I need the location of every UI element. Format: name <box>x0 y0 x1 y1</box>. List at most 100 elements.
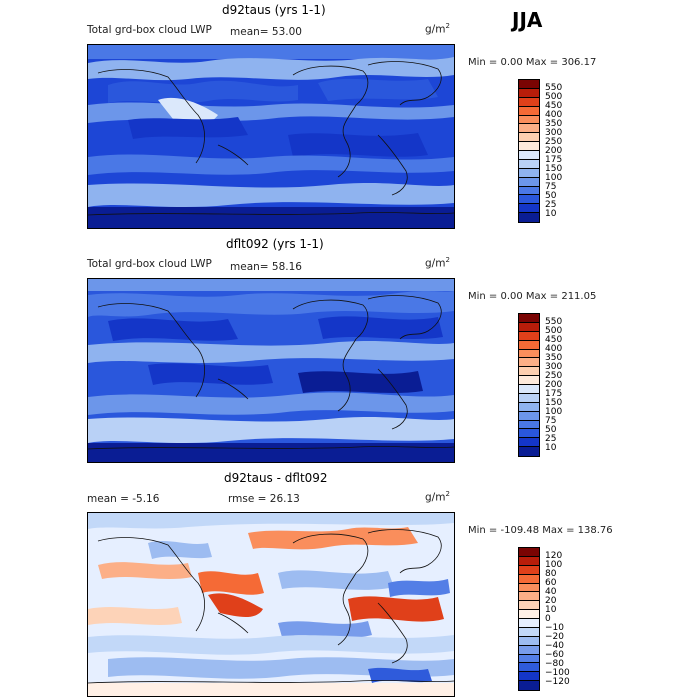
panel-2-colorbar-swatch <box>519 402 539 412</box>
colorbar-tick-label: 75 <box>545 182 557 192</box>
panel-2-colorbar-swatch <box>519 367 539 377</box>
panel-2-units-exp: 2 <box>445 256 450 264</box>
colorbar-tick-label: 350 <box>545 119 563 129</box>
colorbar-tick-label: 0 <box>545 614 551 624</box>
panel-2-minmax: Min = 0.00 Max = 211.05 <box>468 291 597 302</box>
season-label: JJA <box>512 8 543 32</box>
colorbar-tick-label: 80 <box>545 569 557 579</box>
panel-3-colorbar-swatch <box>519 627 539 637</box>
panel-2-colorbar-swatch <box>519 314 539 323</box>
panel-3-colorbar-swatch <box>519 681 539 690</box>
colorbar-tick-label: 75 <box>545 416 557 426</box>
panel-1-colorbar-swatch <box>519 159 539 169</box>
panel-1-colorbar-swatch <box>519 151 539 160</box>
panel-3-map-field <box>88 513 454 696</box>
panel-3-colorbar-swatch <box>519 654 539 664</box>
colorbar-tick-label: 10 <box>545 443 557 453</box>
panel-1-colorbar-swatch <box>519 80 539 89</box>
colorbar-tick-label: 150 <box>545 398 563 408</box>
colorbar-tick-label: 350 <box>545 353 563 363</box>
panel-3-minmax: Min = -109.48 Max = 138.76 <box>468 525 613 536</box>
panel-1-colorbar-swatch <box>519 124 539 134</box>
colorbar-tick-label: −100 <box>545 668 570 678</box>
panel-3-mean: mean = -5.16 <box>87 493 160 505</box>
panel-3-colorbar-swatch <box>519 663 539 673</box>
colorbar-tick-label: 120 <box>545 551 563 561</box>
panel-1-mean: mean= 53.00 <box>230 26 302 38</box>
panel-1-colorbar-swatch <box>519 177 539 187</box>
panel-1-colorbar-swatch <box>519 168 539 178</box>
panel-3-colorbar <box>518 547 540 691</box>
colorbar-tick-label: 20 <box>545 596 557 606</box>
colorbar-tick-label: 450 <box>545 335 563 345</box>
colorbar-tick-label: 100 <box>545 173 563 183</box>
panel-3-colorbar-swatch <box>519 619 539 628</box>
panel-1-units-base: g/m <box>425 23 446 36</box>
colorbar-tick-label: 10 <box>545 605 557 615</box>
panel-1-colorbar-swatch <box>519 204 539 214</box>
panel-1-title: d92taus (yrs 1-1) <box>222 3 326 17</box>
panel-2-units-base: g/m <box>425 257 446 270</box>
colorbar-tick-label: 200 <box>545 146 563 156</box>
panel-1-colorbar-swatch <box>519 195 539 205</box>
colorbar-tick-label: −60 <box>545 650 564 660</box>
panel-2-colorbar-swatch <box>519 438 539 448</box>
panel-3-colorbar-swatch <box>519 610 539 619</box>
panel-3-colorbar-swatch <box>519 645 539 655</box>
colorbar-tick-label: 450 <box>545 101 563 111</box>
panel-1-map-field <box>88 45 454 228</box>
colorbar-tick-label: 100 <box>545 560 563 570</box>
panel-2-colorbar-swatch <box>519 322 539 332</box>
colorbar-tick-label: 300 <box>545 362 563 372</box>
panel-3-colorbar-swatch <box>519 636 539 646</box>
colorbar-tick-label: −40 <box>545 641 564 651</box>
colorbar-tick-label: 550 <box>545 317 563 327</box>
colorbar-tick-label: 150 <box>545 164 563 174</box>
colorbar-tick-label: 50 <box>545 425 557 435</box>
colorbar-tick-label: 40 <box>545 587 557 597</box>
panel-1-units-exp: 2 <box>445 22 450 30</box>
colorbar-tick-label: 10 <box>545 209 557 219</box>
colorbar-tick-label: 25 <box>545 434 557 444</box>
colorbar-tick-label: 500 <box>545 92 563 102</box>
panel-2-colorbar-swatch <box>519 393 539 403</box>
panel-2-colorbar-swatch <box>519 331 539 341</box>
panel-1-minmax: Min = 0.00 Max = 306.17 <box>468 57 597 68</box>
panel-2-colorbar-swatch <box>519 349 539 359</box>
panel-1-map <box>87 44 455 229</box>
colorbar-tick-label: 400 <box>545 344 563 354</box>
panel-2-mean: mean= 58.16 <box>230 261 302 273</box>
colorbar-tick-label: 175 <box>545 389 563 399</box>
panel-1-colorbar <box>518 79 540 223</box>
panel-2-colorbar-swatch <box>519 385 539 394</box>
panel-1-colorbar-swatch <box>519 133 539 143</box>
panel-2-colorbar-swatch <box>519 376 539 385</box>
panel-2-colorbar-swatch <box>519 358 539 368</box>
panel-1-colorbar-swatch <box>519 186 539 196</box>
panel-3-units-exp: 2 <box>445 490 450 498</box>
colorbar-tick-label: 200 <box>545 380 563 390</box>
panel-2-colorbar-swatch <box>519 420 539 430</box>
panel-1-subtitle: Total grd-box cloud LWP <box>87 24 212 36</box>
panel-2-title: dflt092 (yrs 1-1) <box>226 237 324 251</box>
panel-1-colorbar-swatch <box>519 106 539 116</box>
colorbar-tick-label: 400 <box>545 110 563 120</box>
panel-3-colorbar-swatch <box>519 574 539 584</box>
panel-3-title: d92taus - dflt092 <box>224 471 328 485</box>
panel-1-colorbar-swatch <box>519 97 539 107</box>
colorbar-tick-label: 250 <box>545 137 563 147</box>
panel-2-units: g/m2 <box>425 256 450 270</box>
colorbar-tick-label: −20 <box>545 632 564 642</box>
colorbar-tick-label: −80 <box>545 659 564 669</box>
panel-1-units: g/m2 <box>425 22 450 36</box>
panel-2-colorbar-swatch <box>519 411 539 421</box>
panel-2-colorbar-swatch <box>519 340 539 350</box>
panel-3-units-base: g/m <box>425 491 446 504</box>
colorbar-tick-label: 550 <box>545 83 563 93</box>
panel-3-colorbar-swatch <box>519 556 539 566</box>
panel-3-colorbar-swatch <box>519 565 539 575</box>
panel-3-colorbar-swatch <box>519 592 539 602</box>
colorbar-tick-label: 50 <box>545 191 557 201</box>
panel-3-colorbar-swatch <box>519 583 539 593</box>
panel-2-colorbar-swatch <box>519 429 539 439</box>
